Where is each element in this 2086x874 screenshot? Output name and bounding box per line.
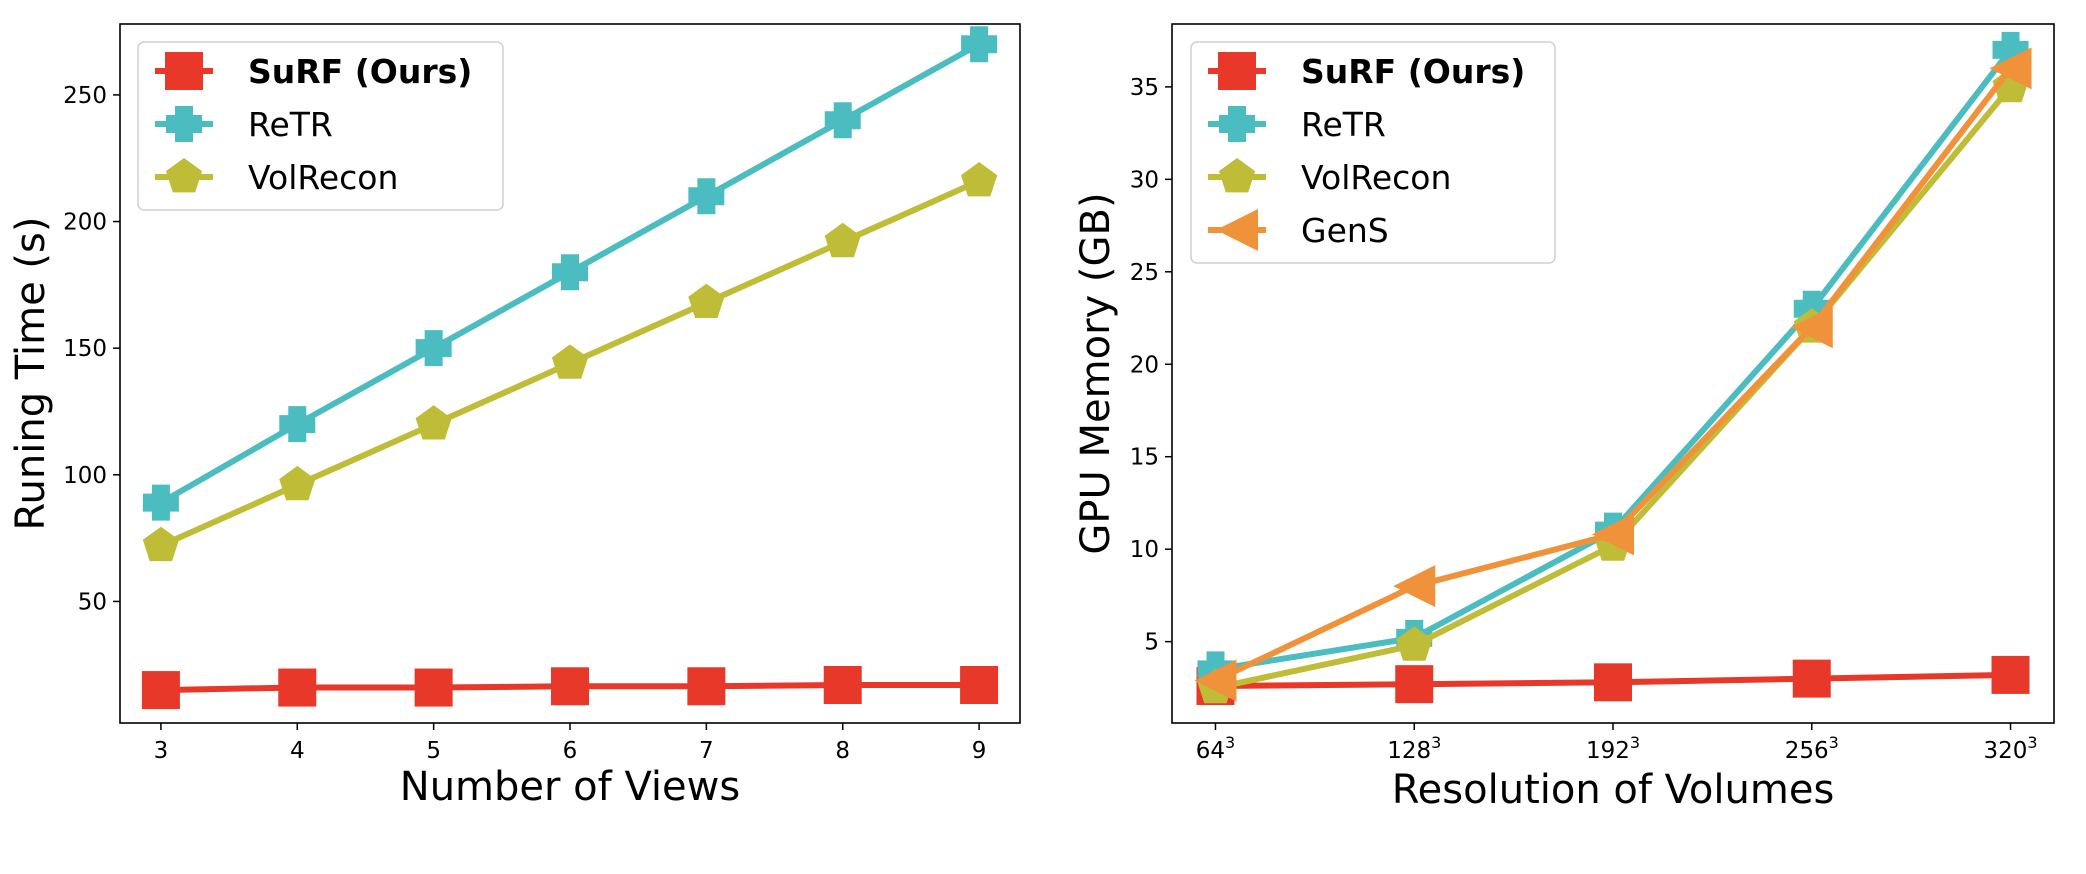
x-tick-label: 1283	[1387, 733, 1441, 764]
plus-marker-icon	[1219, 106, 1255, 142]
legend-item: ReTR	[1208, 105, 1386, 144]
x-tick-label: 7	[699, 738, 714, 764]
legend-label: SuRF (Ours)	[248, 52, 472, 91]
data-point	[1194, 659, 1237, 702]
data-point	[688, 178, 725, 215]
y-tick-label: 150	[63, 336, 107, 362]
legend-box	[137, 41, 504, 211]
pentagon-marker-icon	[165, 158, 203, 193]
x-tick-label: 1923	[1586, 733, 1640, 764]
y-axis-label: GPU Memory (GB)	[1073, 192, 1119, 554]
data-point	[688, 283, 725, 318]
legend: SuRF (Ours) ReTR VolRecon GenS	[1190, 41, 1556, 264]
x-tick-label: 6	[563, 738, 578, 764]
data-point	[279, 406, 316, 443]
y-tick-label: 30	[1130, 167, 1159, 193]
legend-item: VolRecon	[155, 158, 398, 197]
series-gens	[1194, 47, 2032, 702]
chart-panel-2: 5 10 15 20 25 30 35 643 1283 1923 2563 3203 Resoluti…	[1073, 23, 2055, 813]
legend-box	[1190, 41, 1556, 264]
x-tick-label: 3203	[1983, 733, 2037, 764]
legend-label: ReTR	[248, 105, 333, 144]
data-point	[1594, 663, 1632, 702]
data-point	[1991, 655, 2030, 694]
y-tick-label: 250	[63, 83, 107, 109]
data-point	[414, 668, 453, 707]
data-point	[823, 666, 862, 705]
data-point	[278, 668, 317, 707]
data-point	[141, 671, 180, 710]
legend-label: ReTR	[1301, 105, 1386, 144]
data-point	[279, 465, 316, 501]
y-tick-label: 200	[63, 210, 107, 236]
y-tick-label: 35	[1130, 75, 1159, 101]
data-point	[142, 484, 179, 521]
square-marker-icon	[1218, 52, 1256, 90]
x-tick-label: 643	[1196, 733, 1235, 764]
y-tick-label: 50	[78, 589, 107, 615]
y-tick-label: 15	[1130, 445, 1159, 471]
data-point	[551, 667, 589, 706]
y-tick-label: 100	[63, 463, 107, 489]
x-tick-label: 8	[835, 738, 850, 764]
data-point	[1790, 306, 1833, 349]
triangle-left-marker-icon	[1216, 209, 1258, 251]
y-tick-label: 25	[1130, 260, 1159, 286]
x-tick-label: 3	[154, 738, 169, 764]
data-point	[415, 405, 452, 440]
x-tick-label: 4	[290, 738, 305, 764]
plus-marker-icon	[166, 106, 202, 142]
legend-label: VolRecon	[1301, 158, 1451, 197]
legend-item: SuRF (Ours)	[1208, 52, 1525, 91]
y-tick-label: 5	[1144, 630, 1159, 656]
y-tick-label: 20	[1130, 352, 1159, 378]
series-volrecon	[142, 162, 998, 562]
legend: SuRF (Ours) ReTR VolRecon	[137, 41, 504, 211]
data-point	[552, 254, 588, 291]
x-axis-label: Resolution of Volumes	[1392, 767, 1835, 813]
data-point	[961, 162, 998, 197]
legend-item: SuRF (Ours)	[155, 52, 472, 91]
series-surf-ours	[141, 666, 999, 710]
data-point	[142, 526, 179, 562]
legend-item: VolRecon	[1208, 158, 1451, 197]
y-tick-label: 10	[1130, 537, 1159, 563]
x-tick-label: 2563	[1785, 733, 1839, 764]
square-marker-icon	[165, 52, 203, 90]
y-axis-label: Runing Time (s)	[8, 217, 54, 531]
x-tick-label: 5	[426, 738, 441, 764]
legend-label: VolRecon	[248, 158, 398, 197]
x-tick-label: 9	[972, 738, 987, 764]
data-point	[415, 330, 452, 367]
data-point	[687, 667, 726, 706]
data-point	[1396, 626, 1433, 661]
data-point	[960, 666, 999, 705]
legend-item: GenS	[1208, 209, 1389, 251]
data-point	[824, 102, 861, 139]
data-point	[1989, 47, 2032, 90]
legend-item: ReTR	[155, 105, 333, 144]
legend-label: GenS	[1301, 211, 1389, 250]
data-point	[961, 26, 998, 63]
data-point	[1592, 513, 1634, 556]
x-axis-label: Number of Views	[400, 764, 740, 810]
data-point	[1393, 565, 1436, 608]
chart-panel-1: 50 100 150 200 250 3 4 5 6 7 8 9 Number of Views Runi…	[8, 23, 1021, 810]
series-retr	[142, 26, 998, 521]
data-point	[1792, 659, 1831, 698]
legend-label: SuRF (Ours)	[1301, 52, 1525, 91]
data-point	[824, 222, 861, 258]
pentagon-marker-icon	[1218, 158, 1256, 193]
data-point	[551, 344, 589, 379]
data-point	[1395, 665, 1434, 704]
